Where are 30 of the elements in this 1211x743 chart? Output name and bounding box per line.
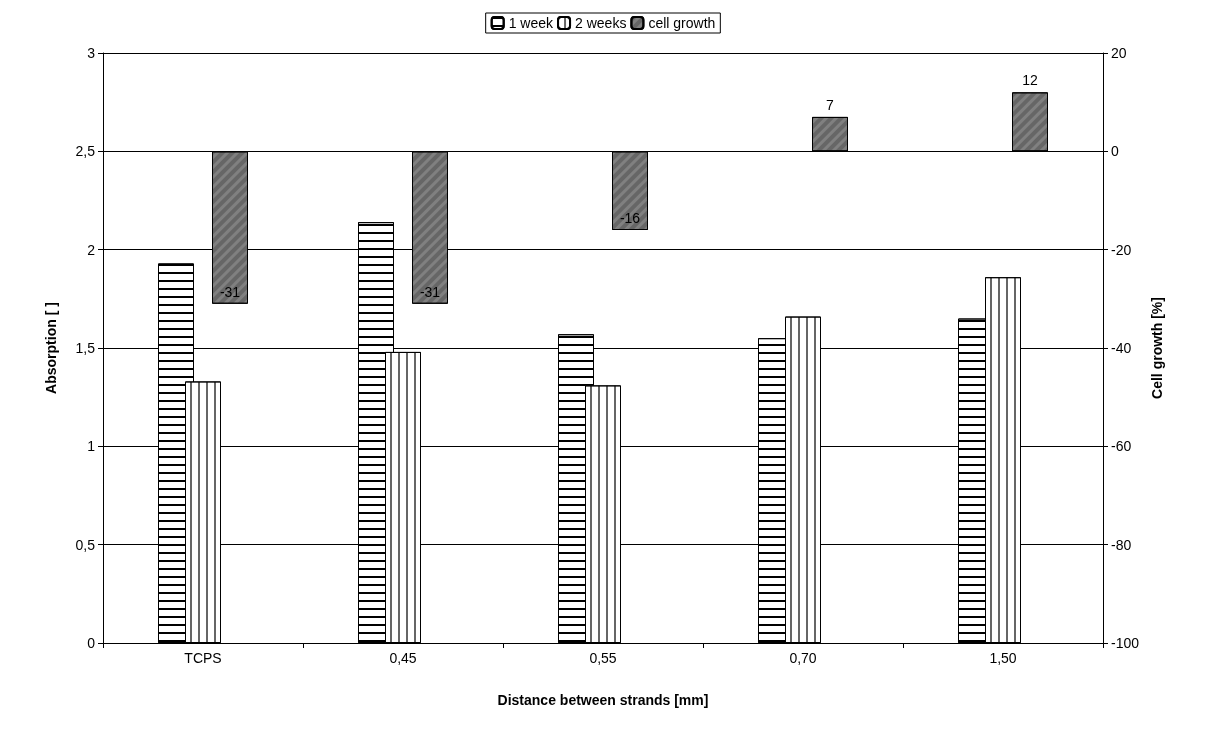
y2-tick-label: -40 bbox=[1111, 340, 1132, 356]
x-tick-label: 0,55 bbox=[589, 650, 617, 666]
legend-label: 1 week bbox=[508, 15, 555, 31]
y-tick-label: 3 bbox=[87, 45, 96, 61]
y-tick-label: 0,5 bbox=[75, 536, 96, 553]
y-tick-label: 1 bbox=[87, 438, 96, 455]
data-label: 7 bbox=[826, 96, 835, 113]
legend-label: cell growth bbox=[648, 15, 716, 31]
y-tick-label: 1,5 bbox=[75, 340, 96, 356]
y-tick-label: 0 bbox=[87, 635, 96, 651]
y2-tick-label: -60 bbox=[1111, 438, 1132, 455]
x-axis-title: Distance between strands [mm] bbox=[497, 692, 709, 708]
legend-label: 2 weeks bbox=[575, 15, 627, 31]
y2-tick-label: -100 bbox=[1111, 635, 1140, 651]
y-axis-title: Absorption [ ] bbox=[43, 302, 59, 394]
data-label: 12 bbox=[1022, 72, 1038, 89]
y2-tick-label: 0 bbox=[1111, 143, 1119, 160]
data-label: -31 bbox=[219, 283, 241, 300]
y2-tick-label: 20 bbox=[1111, 45, 1127, 61]
data-label: -16 bbox=[619, 210, 641, 226]
y2-tick-label: -20 bbox=[1111, 241, 1132, 258]
y-tick-label: 2,5 bbox=[75, 143, 96, 160]
x-tick-label: 1,50 bbox=[989, 650, 1017, 666]
y-tick-label: 2 bbox=[87, 241, 96, 258]
x-tick-label: TCPS bbox=[184, 650, 222, 666]
y2-tick-label: -80 bbox=[1111, 536, 1132, 553]
data-label: -31 bbox=[419, 283, 441, 300]
x-tick-label: 0,45 bbox=[389, 650, 417, 666]
y2-axis-title: Cell growth [%] bbox=[1148, 297, 1165, 399]
x-tick-label: 0,70 bbox=[789, 650, 817, 666]
